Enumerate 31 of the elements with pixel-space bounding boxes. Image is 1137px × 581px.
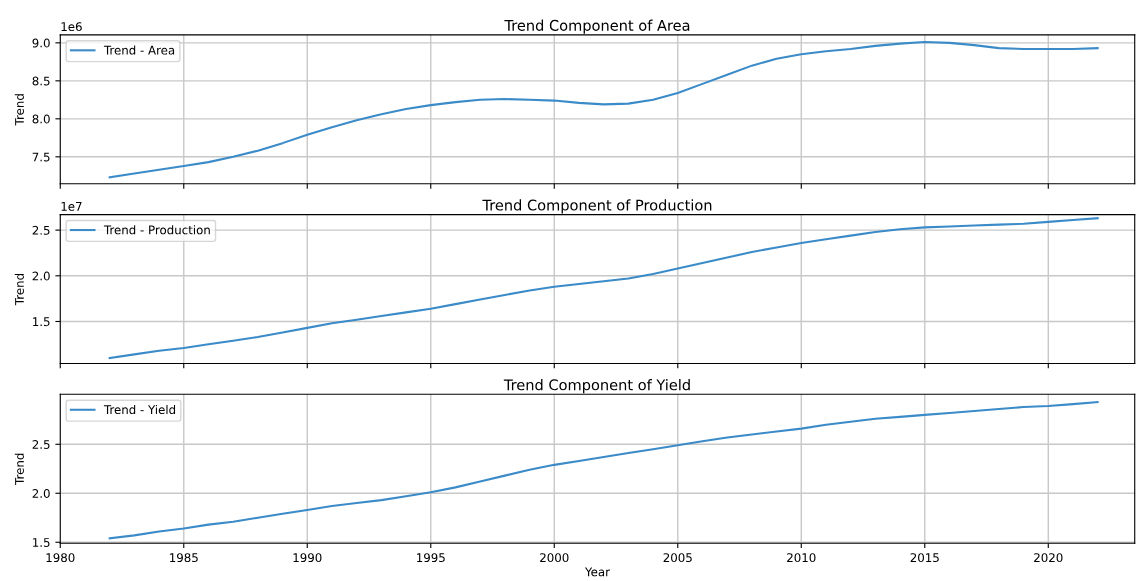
x-tick-label: 1980 xyxy=(46,553,75,563)
legend-label: Trend - Yield xyxy=(103,404,176,415)
x-tick-label: 1995 xyxy=(417,553,445,563)
y-tick-label: 8.5 xyxy=(32,76,50,86)
y-tick-label: 2.0 xyxy=(32,488,50,498)
x-tick-label: 2005 xyxy=(663,553,692,563)
y-tick-label: 1.5 xyxy=(33,538,50,547)
x-tick-label: 1990 xyxy=(293,553,322,563)
chart-title: Trend Component of Area xyxy=(504,19,690,34)
y-tick-label: 1.5 xyxy=(33,317,50,327)
y-tick-label: 9.0 xyxy=(32,38,50,48)
x-tick-label: 2010 xyxy=(787,553,816,563)
y-axis-title: Trend xyxy=(14,453,24,485)
text: 1e7 xyxy=(61,202,82,211)
x-tick-label: 2000 xyxy=(540,553,569,563)
y-tick-label: 2.5 xyxy=(32,225,50,235)
y-tick-label: 8.0 xyxy=(32,114,50,124)
y-axis-title: Trend xyxy=(14,273,24,306)
x-tick-label: 2015 xyxy=(910,553,939,563)
x-axis-title: Year xyxy=(584,567,610,577)
y-tick-label: 7.5 xyxy=(32,152,50,162)
x-tick-label: 2020 xyxy=(1034,553,1063,563)
text: 1e6 xyxy=(61,22,82,32)
y-axis-title: Trend xyxy=(14,94,24,126)
y-tick-label: 2.5 xyxy=(32,440,50,449)
y-tick-label: 2.0 xyxy=(32,271,50,281)
chart-title: Trend Component of Yield xyxy=(503,379,690,394)
x-tick-label: 1985 xyxy=(170,553,198,563)
legend-label: Trend - Production xyxy=(103,225,210,235)
legend-label: Trend - Area xyxy=(103,45,175,55)
chart-title: Trend Component of Production xyxy=(482,199,712,214)
